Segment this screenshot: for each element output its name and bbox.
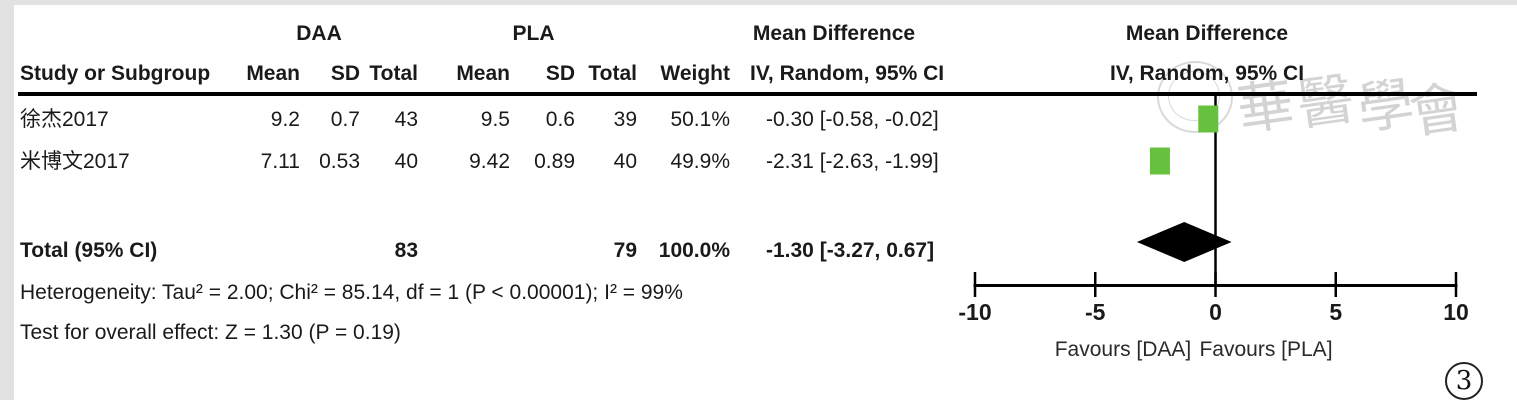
figure-number-badge: 3 <box>1445 362 1483 400</box>
favours-left-label: Favours [DAA] <box>1054 338 1192 361</box>
scan-edge-top <box>0 0 1517 5</box>
col-header-sd1: SD <box>330 62 360 85</box>
group2-header: PLA <box>512 22 555 45</box>
col-header-mean1: Mean <box>246 62 300 85</box>
total1-value: 43 <box>394 108 418 131</box>
mean2-value: 9.42 <box>469 150 510 173</box>
weight-value: 50.1% <box>670 108 730 131</box>
study-name: 徐杰2017 <box>20 108 109 131</box>
study-marker <box>1198 105 1219 133</box>
axis-tick-label: 0 <box>1209 299 1222 325</box>
overall-effect-text: Test for overall effect: Z = 1.30 (P = 0… <box>20 321 401 344</box>
axis-tick-label: 10 <box>1443 299 1469 325</box>
sd1-value: 0.53 <box>319 150 360 173</box>
group1-header: DAA <box>296 22 342 45</box>
col-header-weight: Weight <box>660 62 730 85</box>
col-header-total2: Total <box>588 62 637 85</box>
total2-sum: 79 <box>613 239 637 262</box>
total1-sum: 83 <box>394 239 418 262</box>
total2-value: 40 <box>613 150 637 173</box>
effect-col-title: Mean Difference <box>752 22 916 45</box>
total-label: Total (95% CI) <box>20 239 158 262</box>
ci-text: -0.30 [-0.58, -0.02] <box>766 108 939 131</box>
study-marker <box>1149 147 1170 175</box>
total2-value: 39 <box>613 108 637 131</box>
mean1-value: 9.2 <box>270 108 300 131</box>
header-rule <box>18 92 1477 96</box>
mean2-value: 9.5 <box>480 108 510 131</box>
weight-value: 49.9% <box>670 150 730 173</box>
total-weight: 100.0% <box>658 239 730 262</box>
favours-right-label: Favours [PLA] <box>1199 338 1333 361</box>
sd1-value: 0.7 <box>330 108 360 131</box>
total-ci-text: -1.30 [-3.27, 0.67] <box>766 239 935 262</box>
sd2-value: 0.89 <box>534 150 575 173</box>
sd2-value: 0.6 <box>545 108 575 131</box>
col-header-total1: Total <box>369 62 418 85</box>
col-header-sd2: SD <box>545 62 575 85</box>
col-header-mean2: Mean <box>456 62 510 85</box>
total1-value: 40 <box>394 150 418 173</box>
col-header-plot-ci: IV, Random, 95% CI <box>1109 62 1305 85</box>
axis-tick-label: -10 <box>958 299 992 325</box>
axis-tick-label: 5 <box>1329 299 1343 325</box>
total-diamond <box>1136 222 1232 262</box>
study-name: 米博文2017 <box>20 150 130 173</box>
heterogeneity-text: Heterogeneity: Tau² = 2.00; Chi² = 85.14… <box>20 281 683 304</box>
plot-col-title: Mean Difference <box>1125 22 1289 45</box>
mean1-value: 7.11 <box>260 150 300 173</box>
ci-text: -2.31 [-2.63, -1.99] <box>766 150 939 173</box>
scan-edge-left <box>0 0 14 400</box>
col-header-effect-ci: IV, Random, 95% CI <box>750 62 945 85</box>
col-header-study: Study or Subgroup <box>20 62 211 85</box>
axis-tick-label: -5 <box>1085 299 1106 325</box>
